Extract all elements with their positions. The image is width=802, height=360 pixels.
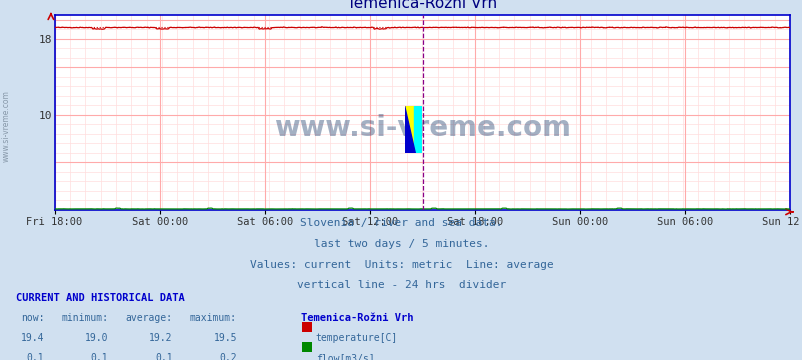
Text: average:: average: — [125, 313, 172, 323]
Text: vertical line - 24 hrs  divider: vertical line - 24 hrs divider — [297, 280, 505, 291]
Text: 19.5: 19.5 — [213, 333, 237, 343]
Text: flow[m3/s]: flow[m3/s] — [315, 353, 374, 360]
Text: Slovenia / river and sea data.: Slovenia / river and sea data. — [300, 218, 502, 228]
Text: maximum:: maximum: — [189, 313, 237, 323]
Text: CURRENT AND HISTORICAL DATA: CURRENT AND HISTORICAL DATA — [16, 293, 184, 303]
Bar — [413, 106, 422, 153]
Text: 0.2: 0.2 — [219, 353, 237, 360]
Text: last two days / 5 minutes.: last two days / 5 minutes. — [314, 239, 488, 249]
Text: 0.1: 0.1 — [155, 353, 172, 360]
Text: temperature[C]: temperature[C] — [315, 333, 397, 343]
Text: 0.1: 0.1 — [26, 353, 44, 360]
Text: now:: now: — [21, 313, 44, 323]
Polygon shape — [404, 106, 415, 153]
Text: 19.0: 19.0 — [85, 333, 108, 343]
Title: Temenica-Rožni Vrh: Temenica-Rožni Vrh — [347, 0, 496, 11]
Bar — [404, 106, 413, 153]
Text: Temenica-Rožni Vrh: Temenica-Rožni Vrh — [301, 313, 413, 323]
Text: 19.2: 19.2 — [149, 333, 172, 343]
Text: www.si-vreme.com: www.si-vreme.com — [2, 90, 11, 162]
Text: minimum:: minimum: — [61, 313, 108, 323]
Text: 0.1: 0.1 — [91, 353, 108, 360]
Text: 19.4: 19.4 — [21, 333, 44, 343]
Text: www.si-vreme.com: www.si-vreme.com — [273, 114, 570, 142]
Text: Values: current  Units: metric  Line: average: Values: current Units: metric Line: aver… — [249, 260, 553, 270]
